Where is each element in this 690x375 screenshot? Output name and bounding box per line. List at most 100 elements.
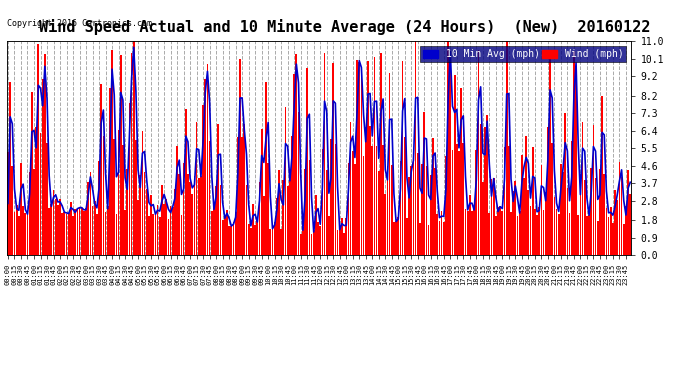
Bar [159, 217, 161, 255]
Bar [406, 218, 408, 255]
Bar [432, 138, 434, 255]
Legend: 10 Min Avg (mph), Wind (mph): 10 Min Avg (mph), Wind (mph) [420, 46, 627, 62]
Bar [9, 82, 11, 255]
Bar [81, 209, 83, 255]
Bar [306, 68, 308, 255]
Bar [276, 198, 277, 255]
Bar [580, 174, 581, 255]
Bar [373, 57, 375, 255]
Bar [148, 216, 150, 255]
Bar [139, 175, 141, 255]
Bar [27, 215, 28, 255]
Bar [313, 230, 315, 255]
Bar [378, 171, 380, 255]
Bar [627, 171, 629, 255]
Bar [250, 228, 252, 255]
Bar [475, 150, 477, 255]
Bar [237, 137, 239, 255]
Bar [335, 144, 336, 255]
Bar [113, 140, 115, 255]
Bar [618, 162, 620, 255]
Bar [424, 112, 425, 255]
Bar [506, 41, 508, 255]
Bar [536, 214, 538, 255]
Bar [380, 53, 382, 255]
Bar [466, 211, 469, 255]
Bar [282, 180, 284, 255]
Bar [120, 55, 121, 255]
Bar [317, 222, 319, 255]
Bar [428, 225, 429, 255]
Bar [144, 172, 146, 255]
Bar [204, 79, 206, 255]
Bar [367, 61, 368, 255]
Bar [482, 182, 484, 255]
Bar [295, 54, 297, 255]
Bar [495, 216, 497, 255]
Bar [480, 124, 482, 255]
Bar [270, 230, 271, 255]
Bar [176, 147, 178, 255]
Bar [369, 126, 371, 255]
Bar [263, 196, 265, 255]
Bar [614, 190, 616, 255]
Bar [400, 161, 402, 255]
Bar [61, 213, 63, 255]
Bar [315, 195, 317, 255]
Bar [137, 200, 139, 255]
Bar [88, 182, 89, 255]
Text: Copyright 2016 Cartronics.com: Copyright 2016 Cartronics.com [7, 20, 152, 28]
Bar [300, 234, 302, 255]
Bar [274, 222, 275, 255]
Bar [484, 128, 486, 255]
Bar [439, 221, 440, 255]
Bar [566, 188, 569, 255]
Bar [419, 223, 421, 255]
Bar [50, 204, 52, 255]
Bar [319, 226, 321, 255]
Bar [248, 224, 250, 255]
Bar [586, 216, 588, 255]
Bar [42, 79, 43, 255]
Bar [621, 177, 622, 255]
Bar [426, 166, 427, 255]
Bar [141, 131, 144, 255]
Bar [66, 214, 68, 255]
Bar [547, 128, 549, 255]
Bar [157, 205, 159, 255]
Bar [46, 143, 48, 255]
Bar [591, 168, 592, 255]
Bar [183, 163, 184, 255]
Bar [462, 143, 464, 255]
Bar [603, 174, 605, 255]
Bar [584, 180, 586, 255]
Bar [111, 50, 113, 255]
Bar [512, 191, 514, 255]
Bar [430, 174, 432, 255]
Bar [464, 209, 466, 255]
Bar [146, 189, 148, 255]
Bar [413, 155, 414, 255]
Bar [545, 192, 546, 255]
Bar [471, 211, 473, 255]
Bar [549, 53, 551, 255]
Bar [352, 150, 353, 255]
Bar [211, 211, 213, 255]
Bar [24, 213, 26, 255]
Bar [515, 181, 516, 255]
Bar [328, 216, 330, 255]
Bar [90, 172, 91, 255]
Bar [185, 109, 187, 255]
Bar [272, 228, 273, 255]
Bar [230, 226, 232, 255]
Bar [92, 206, 93, 255]
Bar [456, 144, 457, 255]
Bar [343, 233, 345, 255]
Bar [77, 209, 78, 255]
Bar [48, 209, 50, 255]
Bar [460, 88, 462, 255]
Bar [504, 147, 505, 255]
Bar [555, 209, 558, 255]
Bar [588, 214, 590, 255]
Bar [118, 130, 119, 255]
